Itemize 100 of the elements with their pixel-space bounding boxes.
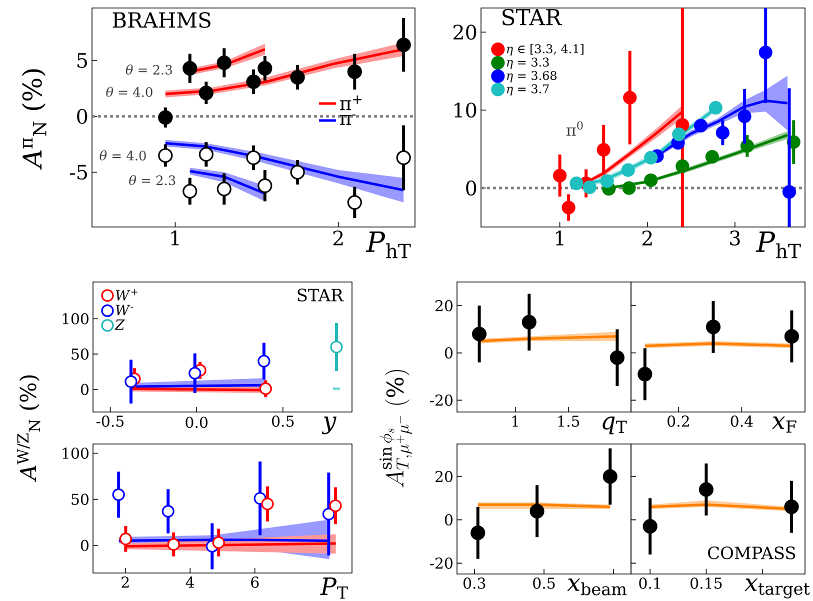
x-tick-label: -0.5 [96, 416, 124, 427]
point [246, 150, 261, 166]
legend-label: π$^{-}$ [340, 114, 356, 125]
point [182, 61, 198, 76]
y-tick-label: 0 [444, 514, 452, 526]
point [644, 150, 658, 164]
point [758, 46, 772, 60]
x-axis-title: q$_{T}$ [602, 416, 627, 434]
legend-label: Z [114, 320, 125, 330]
legend-label: η = 3.68 [506, 70, 556, 82]
point [522, 314, 536, 330]
y-tick-label: 0 [77, 108, 88, 124]
point [676, 159, 690, 174]
point [246, 74, 261, 90]
x-tick-label: 1 [556, 230, 564, 246]
point [198, 147, 214, 162]
y-tick-label: -20 [430, 558, 452, 569]
y-tick-label: 20 [453, 24, 476, 40]
point [258, 354, 270, 368]
chart-title: STAR [298, 288, 344, 302]
point [290, 164, 305, 180]
x-axis-title: x$_{beam}$ [567, 578, 627, 596]
point [472, 326, 487, 342]
point [198, 86, 214, 100]
x-tick-label: 0.15 [690, 578, 722, 589]
point [602, 469, 618, 484]
point [261, 498, 274, 510]
point [582, 180, 596, 194]
x-axis-title: P$_{hT}$ [366, 232, 411, 258]
x-tick-label: 0.1 [639, 578, 660, 589]
y-tick-label: 0 [80, 384, 88, 396]
x-axis-title: P$_{hT}$ [756, 232, 801, 258]
y-tick-label: 50 [72, 494, 88, 505]
x-tick-label: 1 [512, 416, 518, 427]
chart-title: STAR [502, 8, 562, 26]
y-tick-label: 50 [72, 348, 88, 360]
y-axis-title: $A^{\sin\phi_s}_{T,\mu^+\mu^-}\;(\%)$ [380, 370, 412, 488]
point [530, 504, 544, 518]
point [705, 150, 719, 164]
point [610, 350, 625, 365]
point [396, 38, 411, 52]
point [216, 55, 232, 70]
x-tick-label: 2 [642, 230, 652, 246]
y-tick-label: 5 [77, 53, 87, 68]
x-axis-title: x$_{target}$ [744, 578, 810, 598]
x-tick-label: 0.0 [186, 416, 208, 428]
x-axis-title: y [322, 416, 336, 434]
x-tick-label: 4 [186, 576, 194, 588]
point [782, 185, 796, 199]
x-tick-label: 0.5 [272, 416, 294, 427]
point [740, 139, 754, 153]
text: COMPASS [708, 546, 796, 560]
point [329, 499, 342, 512]
point [621, 163, 635, 177]
point [694, 118, 708, 132]
y-tick-label: -5 [70, 164, 87, 180]
point [672, 127, 686, 142]
annotation: θ = 4.0 [100, 150, 146, 160]
x-tick-label: 2 [122, 576, 129, 588]
point [182, 184, 198, 199]
y-tick-label: 0 [466, 180, 476, 196]
x-tick-label: 1 [171, 230, 179, 246]
x-tick-label: 0.2 [668, 416, 689, 427]
y-tick-label: 10 [454, 102, 476, 118]
point [596, 143, 610, 157]
point [553, 168, 567, 182]
point [167, 538, 180, 551]
y-tick-label: -20 [430, 394, 452, 406]
y-axis-title: A$^{W/Z}$$_{N}$ (%) [17, 375, 40, 482]
chart-title: BRAHMS [112, 12, 210, 28]
annotation: θ = 2.3 [129, 175, 176, 186]
legend-label: η = 3.7 [506, 84, 549, 96]
point [119, 532, 132, 546]
y-tick-label: 20 [435, 300, 452, 312]
point [562, 200, 576, 214]
point [396, 150, 411, 166]
y-axis-title: A$^{π}$$_{N}$ (%) [22, 69, 46, 170]
point [738, 110, 752, 124]
y-tick-label: 100 [62, 448, 88, 459]
legend-label: W$^{-}$ [116, 304, 134, 316]
point [470, 526, 486, 540]
point [216, 182, 232, 196]
x-tick-label: 2 [333, 230, 343, 246]
y-tick-label: 0 [444, 347, 452, 359]
legend-label: η = 3.3 [506, 58, 549, 69]
point [258, 178, 272, 193]
point [347, 195, 362, 210]
x-axis-title: x$_{F}$ [772, 416, 796, 433]
x-tick-label: 3 [730, 230, 740, 246]
x-tick-label: 0.5 [533, 578, 555, 589]
point [162, 504, 174, 518]
legend-label: η ∈ [3.3, 4.1] [506, 44, 584, 56]
point [112, 488, 125, 501]
x-tick-label: 0.4 [730, 416, 753, 427]
annotation: π$^{0}$ [566, 121, 583, 136]
point [347, 64, 362, 79]
point [158, 148, 173, 163]
x-tick-label: 6 [251, 576, 259, 588]
y-tick-label: 0 [80, 540, 88, 552]
y-tick-label: 20 [435, 470, 452, 482]
